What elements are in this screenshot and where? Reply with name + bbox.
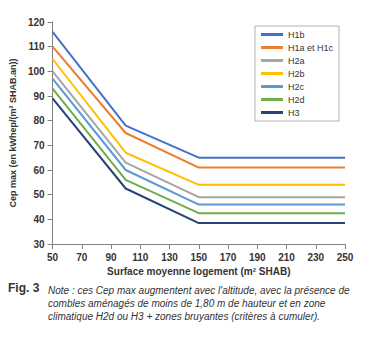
svg-text:250: 250 <box>337 252 354 263</box>
svg-text:50: 50 <box>33 189 45 200</box>
svg-text:H2d: H2d <box>288 95 305 105</box>
svg-text:Surface moyenne logement (m² S: Surface moyenne logement (m² SHAB) <box>107 266 290 277</box>
svg-text:H1a et H1c: H1a et H1c <box>288 43 334 53</box>
svg-text:H2b: H2b <box>288 69 305 79</box>
svg-text:H1b: H1b <box>288 30 305 40</box>
svg-text:110: 110 <box>28 41 45 52</box>
svg-text:110: 110 <box>132 252 149 263</box>
svg-text:40: 40 <box>33 214 45 225</box>
svg-text:Cep max (en kWhep/(m² SHAB.an): Cep max (en kWhep/(m² SHAB.an)) <box>8 58 18 207</box>
svg-text:90: 90 <box>33 91 45 102</box>
svg-text:90: 90 <box>106 252 118 263</box>
svg-text:combles aménagés de moins de 1: combles aménagés de moins de 1,80 m de h… <box>48 298 328 309</box>
svg-text:150: 150 <box>190 252 207 263</box>
svg-text:50: 50 <box>47 252 59 263</box>
svg-text:170: 170 <box>220 252 237 263</box>
svg-text:H2a: H2a <box>288 56 305 66</box>
svg-text:Note : ces Cep max augmentent: Note : ces Cep max augmentent avec l'alt… <box>48 285 352 296</box>
svg-text:190: 190 <box>249 252 266 263</box>
svg-text:120: 120 <box>28 17 45 28</box>
svg-text:Fig. 3: Fig. 3 <box>8 281 40 295</box>
svg-text:60: 60 <box>33 165 45 176</box>
svg-text:130: 130 <box>161 252 178 263</box>
svg-text:80: 80 <box>33 115 45 126</box>
svg-text:climatique H2d ou H3 + zones b: climatique H2d ou H3 + zones bruyantes (… <box>48 311 320 322</box>
svg-text:100: 100 <box>28 66 45 77</box>
svg-text:210: 210 <box>278 252 295 263</box>
svg-text:70: 70 <box>33 140 45 151</box>
svg-text:70: 70 <box>76 252 88 263</box>
svg-text:230: 230 <box>307 252 324 263</box>
svg-text:H2c: H2c <box>288 82 305 92</box>
svg-text:H3: H3 <box>288 108 300 118</box>
svg-text:30: 30 <box>33 239 45 250</box>
